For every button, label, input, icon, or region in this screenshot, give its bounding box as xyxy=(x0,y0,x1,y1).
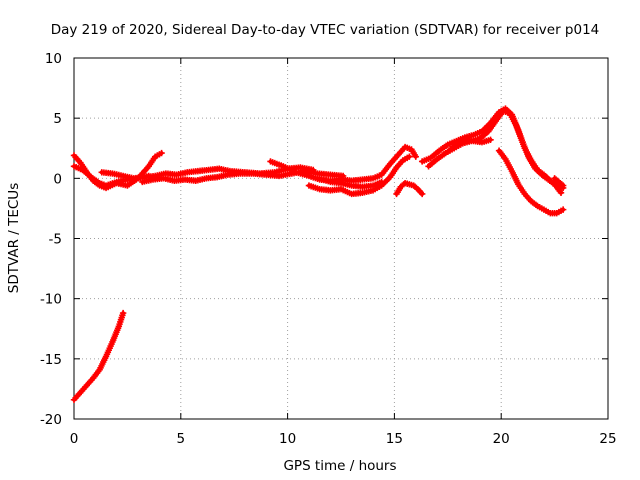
data-point xyxy=(559,182,567,189)
series-track-12 xyxy=(444,135,494,156)
x-tick-label: 25 xyxy=(599,431,616,447)
data-point xyxy=(557,189,565,196)
data-point xyxy=(412,153,419,160)
series-track-6 xyxy=(267,143,419,184)
data-point xyxy=(559,206,567,213)
y-tick-label: 0 xyxy=(53,171,62,187)
x-tick-label: 5 xyxy=(177,431,186,447)
x-axis-label: GPS time / hours xyxy=(283,458,396,474)
y-tick-label: -20 xyxy=(40,412,62,428)
tick-labels: 0 5 10 15 20 25 10 5 0 -5 -10 -15 -20 xyxy=(40,51,617,447)
y-tick-label: -10 xyxy=(40,292,62,308)
y-tick-label: 5 xyxy=(53,111,62,127)
data-point xyxy=(158,149,165,157)
y-tick-label: -15 xyxy=(40,352,62,368)
series-track-14 xyxy=(551,175,567,189)
series-track-13 xyxy=(495,147,567,217)
x-tick-label: 20 xyxy=(493,431,510,447)
x-tick-label: 10 xyxy=(279,431,296,447)
series-track-11 xyxy=(425,107,565,196)
data-marks xyxy=(70,105,567,403)
data-point xyxy=(406,153,413,160)
data-point xyxy=(418,190,426,198)
axis-ticks xyxy=(73,57,609,420)
x-tick-label: 0 xyxy=(70,431,79,447)
y-tick-label: -5 xyxy=(49,232,62,248)
data-point xyxy=(487,136,494,144)
series-track-5 xyxy=(139,167,347,186)
y-axis-label: SDTVAR / TECUs xyxy=(6,183,22,293)
chart-title: Day 219 of 2020, Sidereal Day-to-day VTE… xyxy=(51,22,600,38)
x-tick-label: 15 xyxy=(386,431,403,447)
data-point xyxy=(119,309,127,317)
y-tick-label: 10 xyxy=(45,51,62,67)
data-point xyxy=(378,178,385,186)
series-track-9 xyxy=(393,179,426,198)
series-track-7 xyxy=(305,153,413,198)
series-track-1 xyxy=(70,309,127,403)
series-track-8 xyxy=(316,175,385,190)
